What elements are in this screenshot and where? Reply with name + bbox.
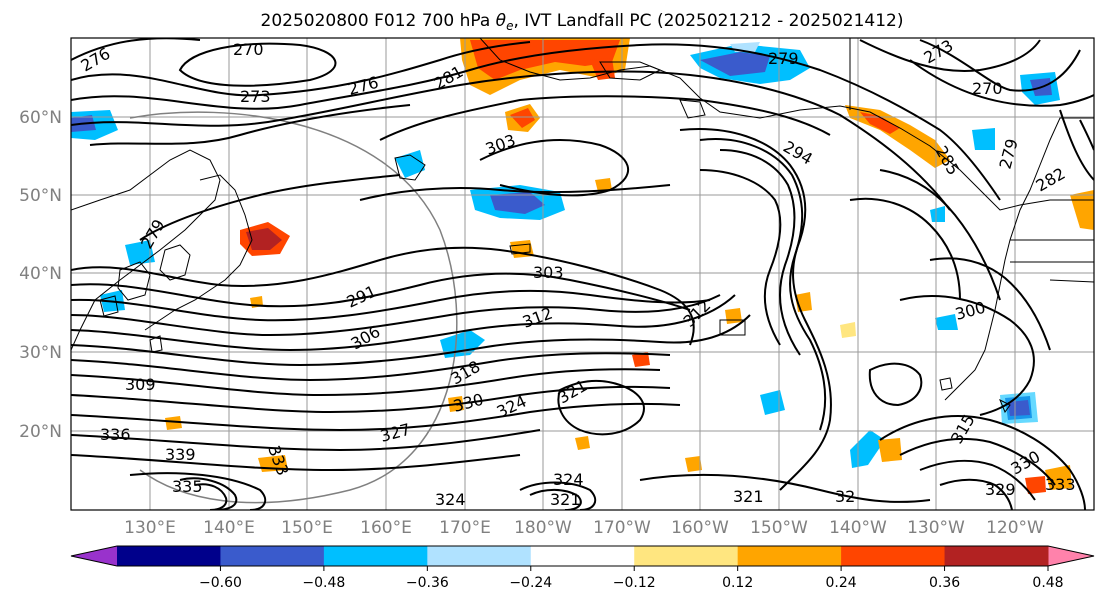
colorbar-segment: [841, 546, 946, 566]
contour-label: 270: [972, 79, 1003, 98]
contour-label: 32: [835, 487, 855, 506]
lat-label: 60°N: [19, 108, 62, 128]
colorbar-tick-label: −0.24: [509, 575, 552, 591]
colorbar-segment: [427, 546, 532, 566]
colorbar-tick-label: −0.36: [406, 575, 449, 591]
colorbar-segment: [220, 546, 325, 566]
contour-label: 329: [985, 480, 1016, 499]
colorbar-min-extend: [71, 546, 117, 566]
lon-label: 160°E: [360, 518, 412, 538]
colorbar-tick-label: 0.24: [826, 575, 857, 591]
colorbar: −0.60 −0.48 −0.36 −0.24 −0.12 0.12 0.24 0.36 0.4…: [70, 545, 1095, 591]
colorbar-segment: [634, 546, 739, 566]
lon-label: 150°E: [281, 518, 333, 538]
colorbar-segment: [737, 546, 842, 566]
lat-label: 40°N: [19, 264, 62, 284]
colorbar-outline: [70, 545, 1095, 567]
colorbar-segment: [323, 546, 428, 566]
figure-title: 2025020800 F012 700 hPa θe, IVT Landfall…: [261, 11, 904, 33]
lon-label: 120°W: [986, 518, 1044, 538]
lon-label: 130°E: [124, 518, 176, 538]
lat-label: 30°N: [19, 343, 62, 363]
contour-label: 335: [172, 477, 203, 496]
colorbar-tick-label: 0.12: [722, 575, 753, 591]
lon-label: 140°E: [203, 518, 255, 538]
contour-label: 303: [533, 263, 564, 282]
colorbar-segment: [117, 546, 221, 566]
lon-label: 130°W: [907, 518, 965, 538]
lon-label: 160°W: [671, 518, 729, 538]
colorbar-max-extend: [1048, 546, 1094, 566]
contour-label: 324: [553, 470, 584, 489]
lon-label: 170°E: [439, 518, 491, 538]
lon-label: 170°W: [593, 518, 651, 538]
colorbar-tick-label: 0.36: [929, 575, 960, 591]
lon-label: 180°W: [514, 518, 572, 538]
lon-label: 150°W: [750, 518, 808, 538]
region-circle: [129, 111, 458, 504]
contour-label: 321: [550, 490, 581, 509]
colorbar-tick-label: −0.48: [302, 575, 345, 591]
contour-label: 324: [435, 490, 466, 509]
contour-label: 321: [733, 487, 764, 506]
lat-label: 20°N: [19, 422, 62, 442]
map-frame: [70, 37, 1095, 511]
contour-label: 273: [240, 87, 271, 106]
contour-label: 309: [125, 375, 156, 394]
colorbar-tick-label: 0.48: [1032, 575, 1063, 591]
colorbar-segment: [944, 546, 1049, 566]
contour-label: 270: [233, 40, 264, 59]
coastlines: [71, 38, 1094, 414]
lon-label: 140°W: [829, 518, 887, 538]
colorbar-tick-label: −0.60: [199, 575, 242, 591]
theta-e-contours: [71, 38, 1094, 510]
contour-label: 339: [165, 445, 196, 464]
map-panel: 276 270 273 276 281 279 273 270 303 294 …: [71, 38, 1094, 510]
contour-label: 336: [100, 425, 131, 444]
lat-label: 50°N: [19, 186, 62, 206]
longitude-labels: 130°E 140°E 150°E 160°E 170°E 180°W 170°…: [124, 518, 1044, 538]
contour-label: 279: [768, 49, 799, 68]
graticule: [71, 38, 1094, 510]
colorbar-segment: [530, 546, 635, 566]
contour-label: 333: [1045, 475, 1076, 494]
colorbar-tick-label: −0.12: [613, 575, 656, 591]
latitude-labels: 60°N 50°N 40°N 30°N 20°N: [19, 108, 62, 442]
